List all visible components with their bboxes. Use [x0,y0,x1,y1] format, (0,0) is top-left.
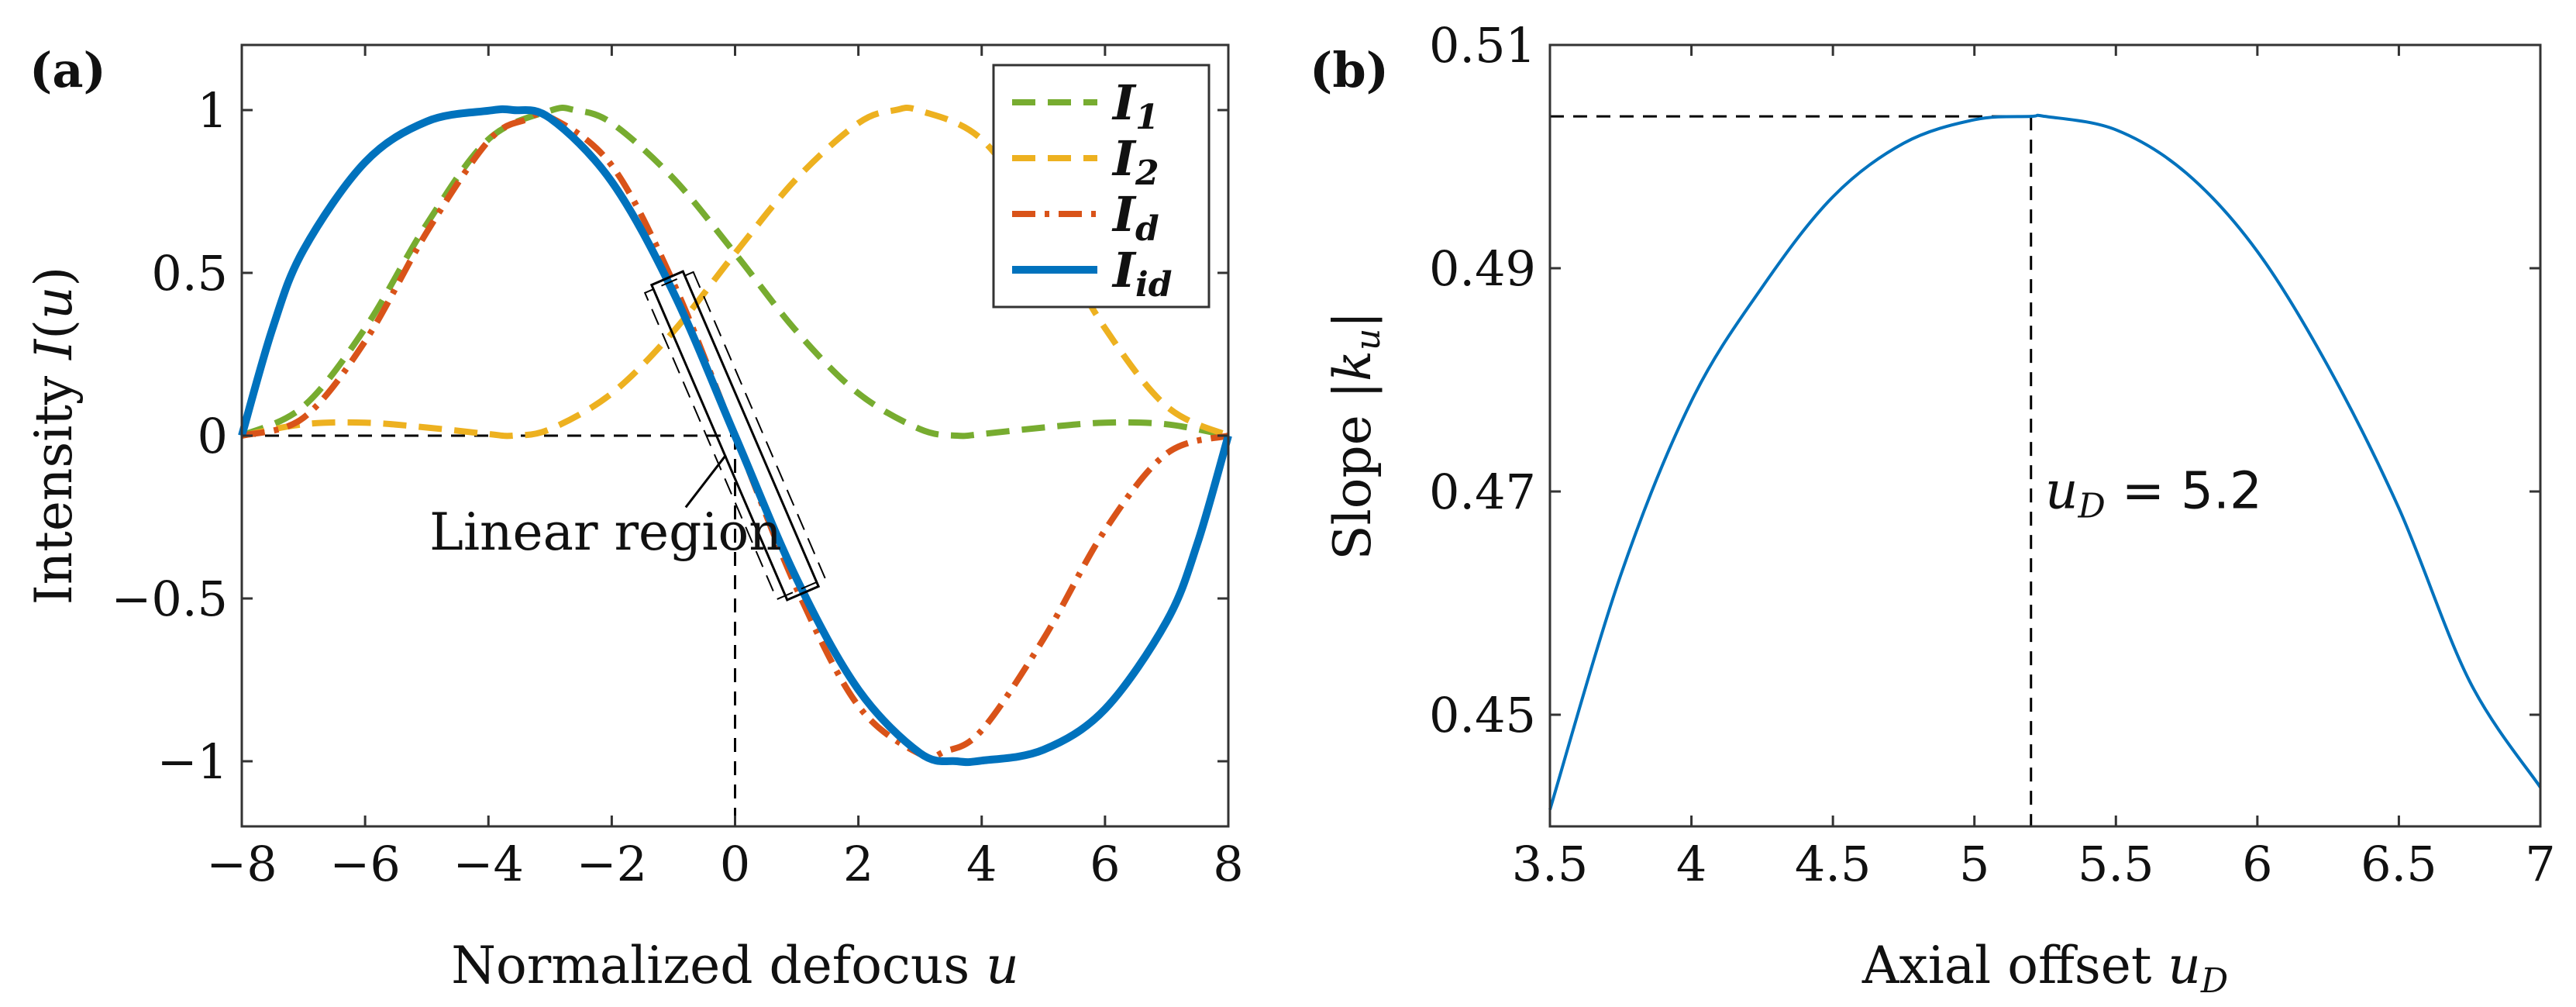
series-line-slope [1548,113,2542,810]
panel-a-reference-lines [242,434,736,826]
panel-a-xlabel-text: Normalized defocus [451,936,986,995]
panel-b: (b) 3.5 4 4.5 5 5.5 6 6.5 7 0.51 0.49 0.47 0.45 Axi… [1310,17,2556,1001]
optimum-label: uD = 5.2 [2045,461,2262,526]
panel-a-xtick-label: 6 [1090,836,1120,892]
panel-a-ylabel: Intensity I(u) [24,267,84,605]
panel-b-xtick-label: 5.5 [2078,836,2154,892]
legend-label-i2: I2 [1111,130,1159,193]
panel-b-series [1548,113,2542,810]
panel-b-axes-frame [1548,43,2542,828]
panel-b-annotations: uD = 5.2 [2045,461,2262,526]
panel-a-ytick-label: −0.5 [111,571,228,627]
panel-a-ytick-label: −1 [157,733,228,790]
panel-a-ticks: −8 −6 −4 −2 0 2 4 6 8 1 0.5 0 −0.5 −1 [111,45,1244,892]
panel-b-xtick-label: 6 [2242,836,2272,892]
panel-a-xtick-label: −4 [453,836,524,892]
legend-label-iid: Iid [1111,242,1173,305]
panel-a-xtick-label: 8 [1213,836,1243,892]
panel-b-xtick-label: 3.5 [1512,836,1589,892]
panel-b-ylabel: Slope |ku| [1323,311,1388,560]
panel-a-xtick-label: −8 [206,836,277,892]
panel-a-xtick-label: 0 [720,836,750,892]
panel-b-ytick-label: 0.45 [1429,687,1536,743]
panel-b-xlabel: Axial offset uD [1861,936,2228,1001]
panel-a-xtick-label: 4 [966,836,997,892]
panel-a-xtick-label: −2 [577,836,647,892]
panel-a-annotations: Linear region [429,270,827,602]
panel-a-xtick-label: 2 [843,836,873,892]
panel-b-xtick-label: 4.5 [1795,836,1872,892]
linear-region-box-inner [649,270,821,602]
panel-a: (a) −8 −6 −4 −2 0 2 4 6 8 1 0.5 0 −0.5 −1 Normalized … [24,42,1244,995]
panel-b-xtick-label: 4 [1676,836,1706,892]
panel-b-xtick-label: 6.5 [2361,836,2437,892]
panel-a-xlabel: Normalized defocus u [451,936,1019,995]
panel-b-ticks: 3.5 4 4.5 5 5.5 6 6.5 7 0.51 0.49 0.47 0.45 [1429,17,2556,892]
panel-b-ytick-label: 0.47 [1429,464,1536,520]
legend-label-id: Id [1111,186,1159,249]
panel-a-ytick-label: 1 [198,82,228,139]
panel-b-ytick-label: 0.49 [1429,240,1536,297]
legend-label-i1: I1 [1111,74,1159,137]
panel-a-ytick-label: 0 [198,408,228,464]
series-line-i1 [240,105,1229,440]
panel-b-xtick-label: 5 [1959,836,1989,892]
panel-a-series [238,105,1232,767]
series-line-iid [238,105,1232,767]
panel-b-label: (b) [1310,42,1389,98]
linear-region-pointer [684,454,727,509]
panel-b-reference-lines [1550,115,2033,826]
linear-region-box-outer [643,271,827,601]
panel-a-label: (a) [29,42,106,98]
panel-b-ytick-label: 0.51 [1429,17,1536,74]
series-line-i2 [241,105,1230,440]
panel-a-ytick-label: 0.5 [151,245,228,302]
linear-region-label: Linear region [429,502,782,562]
panel-a-xlabel-var: u [986,936,1019,995]
panel-b-xtick-label: 7 [2525,836,2555,892]
panel-a-xtick-label: −6 [329,836,400,892]
